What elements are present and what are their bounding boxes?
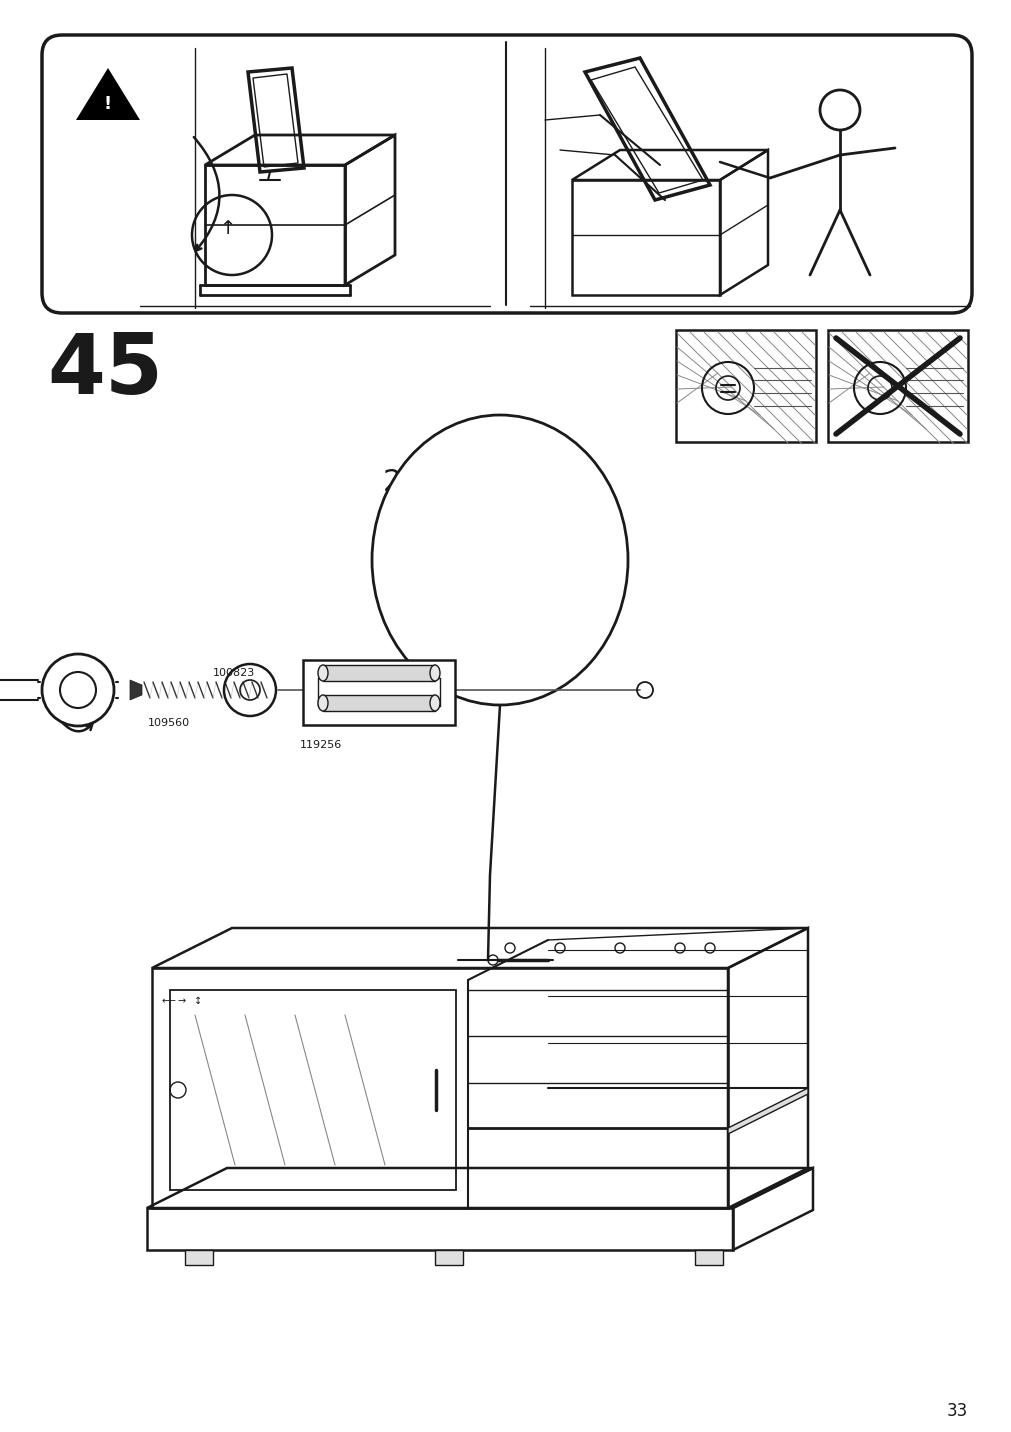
Polygon shape <box>435 1250 463 1264</box>
Polygon shape <box>727 1088 807 1134</box>
Ellipse shape <box>372 415 628 705</box>
Text: 2x: 2x <box>382 468 420 497</box>
Polygon shape <box>185 1250 212 1264</box>
Text: ↕: ↕ <box>194 997 202 1007</box>
Text: 100823: 100823 <box>212 667 255 677</box>
Text: 109560: 109560 <box>148 717 190 727</box>
Ellipse shape <box>317 695 328 712</box>
Bar <box>323 664 435 682</box>
Text: 33: 33 <box>946 1402 968 1421</box>
Text: →: → <box>178 997 186 1007</box>
Bar <box>827 329 968 442</box>
Text: !: ! <box>104 95 112 113</box>
Ellipse shape <box>430 664 440 682</box>
Polygon shape <box>695 1250 722 1264</box>
Text: 119256: 119256 <box>299 740 342 750</box>
Bar <box>323 695 435 712</box>
Ellipse shape <box>317 664 328 682</box>
FancyBboxPatch shape <box>42 34 971 314</box>
Polygon shape <box>76 67 140 120</box>
Text: ⟵: ⟵ <box>162 997 176 1007</box>
Text: ↑: ↑ <box>219 219 236 238</box>
Polygon shape <box>302 660 455 725</box>
Polygon shape <box>129 680 142 700</box>
Text: 45: 45 <box>47 329 163 411</box>
Bar <box>675 329 815 442</box>
Ellipse shape <box>430 695 440 712</box>
